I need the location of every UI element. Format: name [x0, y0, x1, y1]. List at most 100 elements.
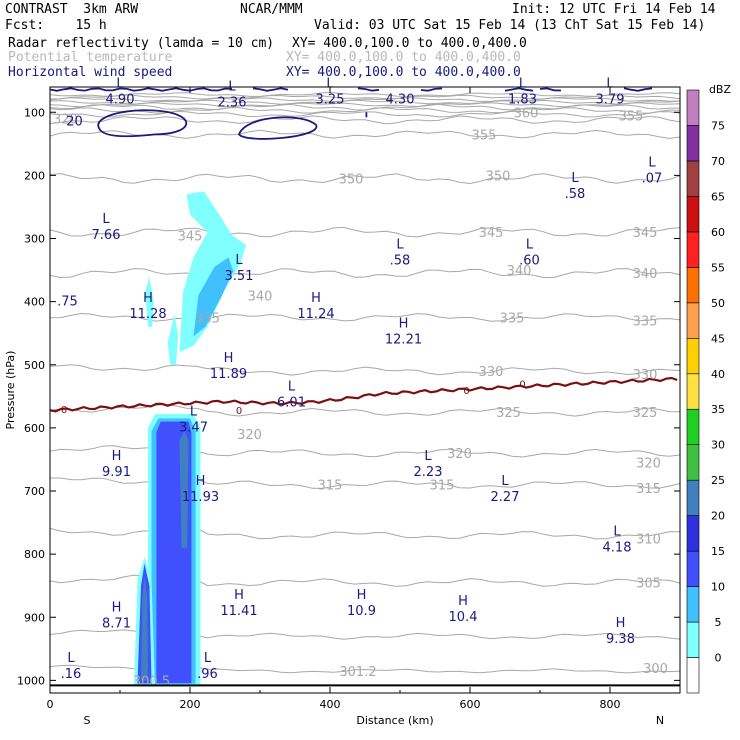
freezing-level-label: 0 [519, 380, 525, 391]
wind-extremum-low: L [326, 76, 334, 91]
colorbar-swatch [686, 160, 700, 197]
y-tick-label: 300 [24, 233, 45, 246]
colorbar-level-label: 65 [711, 190, 725, 203]
theta-contour-label: 340 [633, 267, 658, 282]
colorbar-swatch [686, 125, 700, 162]
theta-labels: 360 355 355 350 350 345 345 345 340 340 340 335 335 3… [53, 106, 668, 689]
field-reflectivity: Radar reflectivity (lamda = 10 cm) [8, 36, 275, 51]
wind-contour [50, 87, 156, 92]
wind-extremum-low: L [501, 474, 509, 489]
theta-contour-label: 355 [619, 109, 644, 124]
freezing-level: 0 0 0 0 [50, 376, 678, 417]
theta-contour-label: 335 [633, 315, 658, 330]
colorbar-level-label: 40 [711, 368, 725, 381]
theta-contour [50, 226, 680, 238]
wind-contour [252, 87, 289, 92]
freezing-level-label: 0 [236, 406, 242, 417]
colorbar-swatch [686, 586, 700, 623]
wind-extremum-value: 2.27 [491, 490, 520, 505]
wind-extremum-value: 12.21 [385, 332, 422, 347]
field-reflectivity-xy: XY= 400.0,100.0 to 400.0,400.0 [292, 36, 527, 51]
theta-contour-label: 320 [636, 457, 661, 472]
theta-contour [50, 129, 680, 139]
freezing-level-label: 0 [463, 386, 469, 397]
theta-contour-label: 345 [479, 226, 504, 241]
reflectivity-anvil-5dbz [145, 276, 154, 327]
wind-contour [504, 87, 534, 92]
colorbar-swatch [686, 444, 700, 481]
reflectivity-core-25dbz [141, 576, 148, 681]
wind-extremum-high: H [224, 351, 234, 366]
plot-frame [49, 86, 681, 694]
colorbar-swatch [686, 337, 700, 375]
colorbar: 0 5 10 15 20 25 30 35 40 45 50 55 60 65 70 75 dBZ [686, 83, 731, 694]
theta-contour-label: 355 [472, 128, 497, 143]
header-org: NCAR/MMM [240, 2, 303, 17]
colorbar-level-label: 20 [711, 510, 725, 523]
wind-extremum-low: L [526, 237, 534, 252]
colorbar-level-label: 70 [711, 155, 725, 168]
field-theta: Potential temperature [8, 50, 173, 65]
colorbar-level-label: 55 [711, 261, 725, 274]
wind-extremum-low: L [67, 651, 75, 666]
wind-extremum-value: 11.24 [297, 307, 334, 322]
wind-extremum-value: .75 [57, 294, 78, 309]
x-tick-label: 0 [47, 698, 54, 711]
wind-contour [154, 87, 233, 92]
wind-extremum-low: L [235, 253, 243, 268]
wind-extremum-high: H [399, 316, 409, 331]
wind-contour [623, 87, 653, 92]
wind-extremum-value: 11.28 [129, 307, 166, 322]
wind-extremum-value: 3.51 [225, 269, 254, 284]
wind-contour [357, 87, 380, 92]
theta-contour-label: 305 [636, 577, 661, 592]
theta-contour [50, 173, 680, 185]
wind-extremum-low: L [648, 155, 656, 170]
theta-contour [50, 445, 680, 458]
wind-extremum-value: 6.01 [277, 395, 306, 410]
wind-extremum-value: 7.66 [92, 228, 121, 243]
wind-extremum-high: H [311, 291, 321, 306]
wind-extremum-value: 4.30 [386, 92, 415, 107]
colorbar-level-label: 10 [711, 581, 725, 594]
colorbar-swatch [686, 621, 700, 658]
wind-extremum-value: 11.89 [210, 367, 247, 382]
field-wind: Horizontal wind speed [8, 65, 173, 80]
colorbar-level-label: 50 [711, 297, 725, 310]
wind-extremum-high: H [112, 449, 122, 464]
theta-contour-label: 345 [178, 229, 203, 244]
wind-extremum-value: .58 [565, 187, 586, 202]
y-tick-label: 800 [24, 548, 45, 561]
wind-extremum-value: .07 [642, 171, 663, 186]
wind-extremum-high: H [357, 588, 367, 603]
colorbar-level-label: 0 [715, 652, 722, 665]
reflectivity-anvil-10dbz [193, 257, 234, 337]
wind-extremum-value: 1.83 [508, 92, 537, 107]
colorbar-swatch [686, 550, 700, 587]
x-axis-title: Distance (km) [356, 714, 433, 727]
theta-contour-label: 320 [237, 428, 262, 443]
y-tick-label: 200 [24, 169, 45, 182]
theta-contour [50, 364, 680, 376]
y-tick-label: 900 [24, 611, 45, 624]
theta-contour-label: 345 [633, 226, 658, 241]
theta-contour [50, 268, 680, 279]
wind-extremum-low: L [424, 449, 432, 464]
wind-extremum-value: .58 [390, 253, 411, 268]
wind-contour [97, 109, 188, 138]
colorbar-level-label: 60 [711, 226, 725, 239]
theta-contour-label: 335 [500, 311, 525, 326]
x-tick-label: 400 [320, 698, 341, 711]
freezing-level-line [50, 376, 678, 413]
theta-contour-label: 340 [248, 289, 273, 304]
theta-contour [50, 477, 680, 489]
theta-contour-label: 330 [479, 365, 504, 380]
y-tick-label: 600 [24, 422, 45, 435]
y-tick-label: 500 [24, 359, 45, 372]
theta-contour-label: 301.2 [339, 665, 376, 680]
wind-extremum-value: 4.18 [603, 541, 632, 556]
colorbar-level-label: 15 [711, 545, 725, 558]
colorbar-swatch [686, 267, 700, 304]
wind-extremum-low: L [190, 405, 198, 420]
